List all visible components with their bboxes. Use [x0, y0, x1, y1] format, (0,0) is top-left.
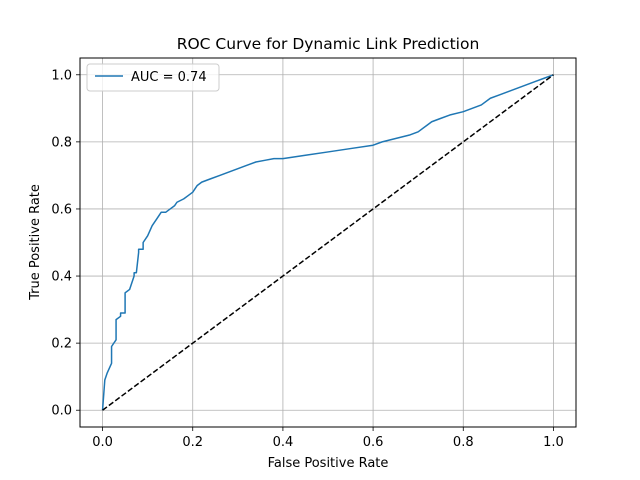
x-tick-label: 0.4 [273, 435, 294, 450]
y-tick-label: 0.8 [51, 135, 72, 150]
x-tick-label: 0.0 [92, 435, 113, 450]
x-axis-title: False Positive Rate [268, 456, 389, 471]
x-tick-label: 1.0 [543, 435, 564, 450]
y-tick-label: 0.6 [51, 202, 72, 217]
chart-title: ROC Curve for Dynamic Link Prediction [177, 35, 480, 53]
y-tick-label: 0.0 [51, 404, 72, 419]
x-tick-label: 0.2 [182, 435, 203, 450]
x-tick-label: 0.8 [453, 435, 474, 450]
y-axis-title: True Positive Rate [28, 184, 43, 301]
legend: AUC = 0.74 [87, 64, 219, 91]
y-tick-label: 0.4 [51, 270, 72, 285]
y-tick-label: 1.0 [51, 68, 72, 83]
y-tick-label: 0.2 [51, 337, 72, 352]
x-tick-label: 0.6 [363, 435, 384, 450]
legend-label: AUC = 0.74 [131, 70, 207, 85]
